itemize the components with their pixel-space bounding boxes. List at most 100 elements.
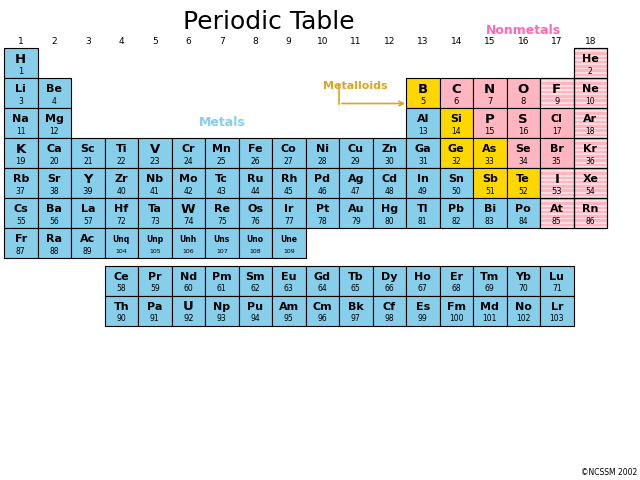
- Text: Rh: Rh: [280, 174, 297, 184]
- Text: Ni: Ni: [316, 144, 329, 155]
- Text: Metalloids: Metalloids: [323, 81, 388, 91]
- Bar: [440, 198, 473, 228]
- Text: 70: 70: [518, 284, 528, 293]
- Bar: [4, 228, 38, 258]
- Bar: [4, 108, 38, 138]
- Bar: [573, 196, 607, 198]
- Text: 16: 16: [518, 37, 529, 47]
- Text: Ag: Ag: [348, 174, 364, 184]
- Text: Hf: Hf: [114, 204, 129, 215]
- Text: C: C: [451, 83, 461, 96]
- Bar: [573, 138, 607, 168]
- Text: Se: Se: [515, 144, 531, 155]
- Text: 27: 27: [284, 157, 294, 166]
- Bar: [573, 175, 607, 177]
- Text: 38: 38: [49, 187, 59, 196]
- Text: 44: 44: [250, 187, 260, 196]
- Text: 49: 49: [418, 187, 428, 196]
- Bar: [473, 78, 506, 108]
- Text: 88: 88: [49, 247, 59, 256]
- Text: Nonmetals: Nonmetals: [486, 24, 561, 36]
- Text: 68: 68: [451, 284, 461, 293]
- Text: 76: 76: [250, 217, 260, 226]
- Text: 64: 64: [317, 284, 327, 293]
- Text: Ce: Ce: [113, 272, 129, 282]
- Text: 14: 14: [451, 127, 461, 136]
- Text: Te: Te: [516, 174, 530, 184]
- Bar: [573, 63, 607, 65]
- Text: 24: 24: [184, 157, 193, 166]
- Text: 46: 46: [317, 187, 327, 196]
- Text: 75: 75: [217, 217, 227, 226]
- Text: Pm: Pm: [212, 272, 232, 282]
- Bar: [540, 222, 573, 224]
- Bar: [272, 296, 305, 325]
- Text: Tl: Tl: [417, 204, 429, 215]
- Bar: [573, 136, 607, 138]
- Bar: [272, 228, 305, 258]
- Bar: [573, 213, 607, 215]
- Text: 82: 82: [451, 217, 461, 226]
- Text: 30: 30: [385, 157, 394, 166]
- Text: 85: 85: [552, 217, 561, 226]
- Text: Gd: Gd: [314, 272, 331, 282]
- Text: Sr: Sr: [47, 174, 61, 184]
- Text: Ne: Ne: [582, 84, 598, 95]
- Text: 93: 93: [217, 314, 227, 324]
- Bar: [38, 78, 71, 108]
- Bar: [573, 198, 607, 228]
- Bar: [372, 198, 406, 228]
- Bar: [573, 89, 607, 91]
- Bar: [473, 108, 506, 138]
- Text: 2: 2: [51, 37, 57, 47]
- Text: 102: 102: [516, 314, 531, 324]
- Text: 73: 73: [150, 217, 159, 226]
- Text: Cl: Cl: [551, 114, 563, 124]
- Bar: [540, 192, 573, 194]
- Text: Y: Y: [83, 173, 93, 186]
- Text: Pa: Pa: [147, 302, 163, 312]
- Bar: [540, 170, 573, 172]
- Text: Pu: Pu: [247, 302, 263, 312]
- Bar: [506, 108, 540, 138]
- Text: 15: 15: [484, 37, 495, 47]
- Text: Sn: Sn: [448, 174, 464, 184]
- Bar: [239, 168, 272, 198]
- Text: 84: 84: [518, 217, 528, 226]
- Text: 95: 95: [284, 314, 294, 324]
- Text: 62: 62: [250, 284, 260, 293]
- Text: N: N: [484, 83, 495, 96]
- Bar: [573, 102, 607, 104]
- Text: 65: 65: [351, 284, 360, 293]
- Text: 61: 61: [217, 284, 227, 293]
- Bar: [239, 296, 272, 325]
- Bar: [339, 265, 372, 296]
- Text: Eu: Eu: [281, 272, 296, 282]
- Bar: [4, 48, 38, 78]
- Bar: [506, 296, 540, 325]
- Bar: [372, 168, 406, 198]
- Text: Unp: Unp: [146, 235, 163, 244]
- Text: No: No: [515, 302, 532, 312]
- Text: 4: 4: [52, 97, 57, 106]
- Bar: [4, 138, 38, 168]
- Bar: [573, 140, 607, 142]
- Bar: [540, 93, 573, 95]
- Bar: [540, 209, 573, 211]
- Text: 92: 92: [183, 314, 193, 324]
- Bar: [339, 138, 372, 168]
- Text: Co: Co: [281, 144, 296, 155]
- Bar: [573, 209, 607, 211]
- Text: 8: 8: [520, 97, 526, 106]
- Bar: [573, 59, 607, 61]
- Bar: [305, 138, 339, 168]
- Bar: [506, 198, 540, 228]
- Text: 20: 20: [49, 157, 59, 166]
- Bar: [573, 106, 607, 108]
- Bar: [573, 168, 607, 198]
- Text: 36: 36: [586, 157, 595, 166]
- Bar: [272, 198, 305, 228]
- Bar: [540, 213, 573, 215]
- Bar: [205, 296, 239, 325]
- Text: 78: 78: [317, 217, 327, 226]
